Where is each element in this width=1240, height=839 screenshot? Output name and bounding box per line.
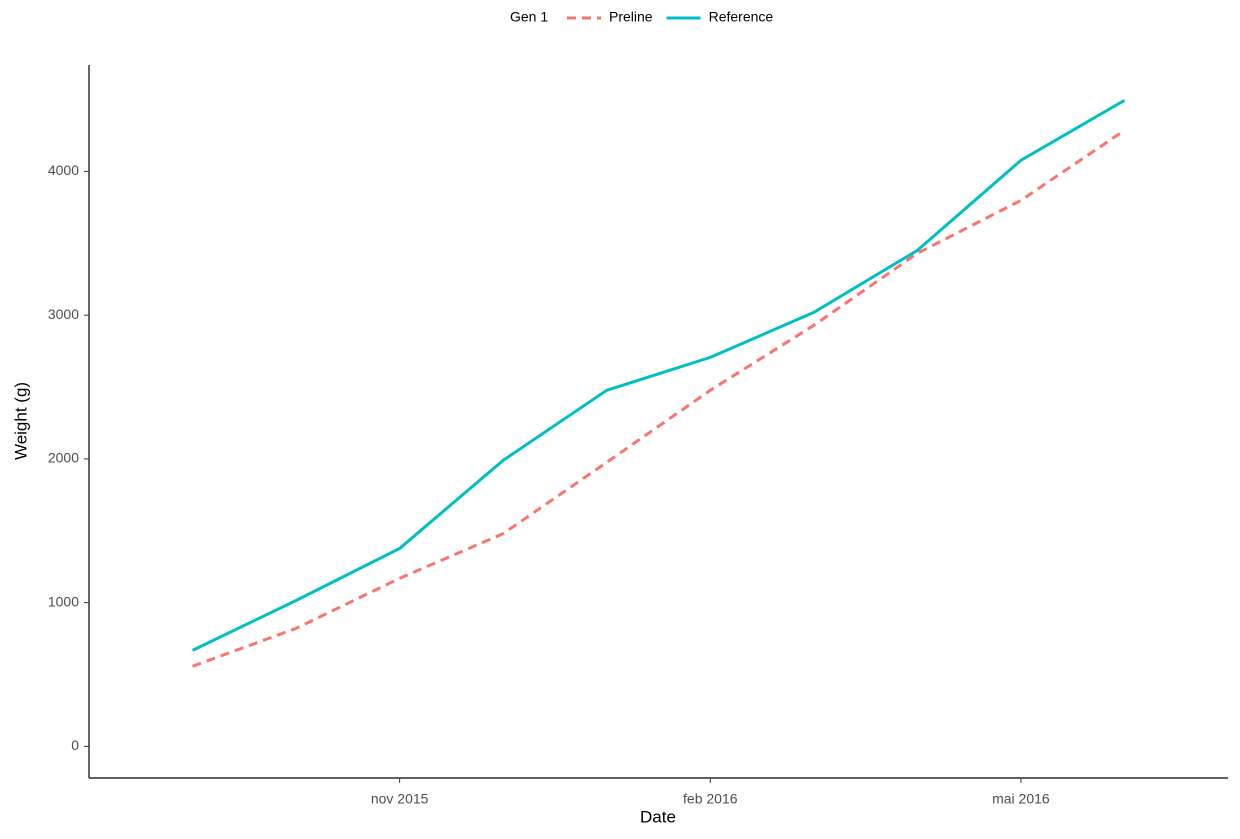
- y-tick-label: 2000: [48, 450, 79, 466]
- y-tick-label: 1000: [48, 593, 79, 609]
- x-tick-label: mai 2016: [992, 791, 1050, 807]
- y-tick-label: 0: [71, 737, 79, 753]
- legend: Gen 1 Preline Reference: [510, 9, 773, 25]
- series-line: [191, 99, 1126, 652]
- y-tick-label: 4000: [48, 162, 79, 178]
- legend-title: Gen 1: [510, 9, 548, 25]
- legend-label: Preline: [609, 9, 653, 25]
- x-axis-title: Date: [640, 807, 676, 826]
- x-tick-label: feb 2016: [683, 791, 738, 807]
- x-tick-label: nov 2015: [371, 791, 429, 807]
- y-axis-title: Weight (g): [11, 382, 30, 460]
- y-tick-label: 3000: [48, 306, 79, 322]
- legend-label: Reference: [709, 9, 774, 25]
- series-line: [192, 129, 1126, 668]
